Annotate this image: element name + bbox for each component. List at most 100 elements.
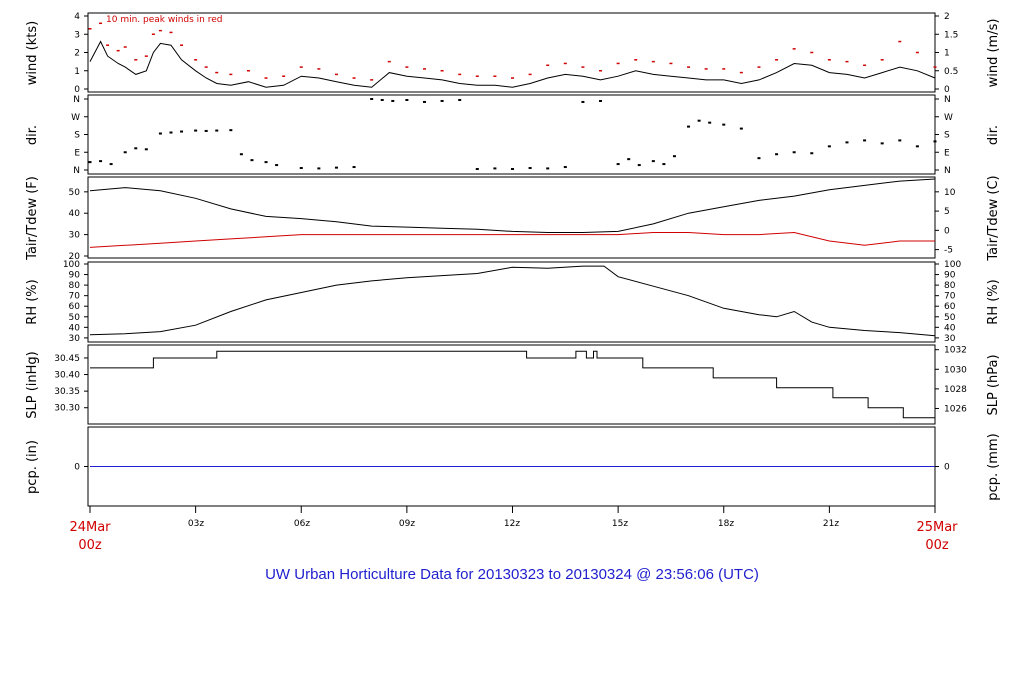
wind-y-tick-label: 4 (74, 12, 80, 22)
wind-y2-tick-label: 0.5 (944, 67, 958, 77)
dir-point (697, 119, 701, 122)
dir-point (475, 168, 479, 171)
dir-y-tick-label: W (71, 113, 80, 123)
rh-y-tick-label: 50 (69, 313, 81, 323)
dir-point (134, 147, 138, 150)
x-end-time: 00z (925, 538, 949, 553)
dir-point (458, 98, 462, 101)
wind-y2-tick-label: 1 (944, 49, 950, 59)
temp-series-tdew (89, 231, 935, 248)
dir-y2-tick-label: N (944, 95, 951, 105)
rh-y2-tick-label: 100 (944, 260, 961, 270)
dir-point (511, 168, 514, 171)
dir-point (380, 98, 384, 101)
x-tick-06z: 06z (294, 519, 310, 529)
x-start-time: 00z (78, 538, 102, 553)
dir-point (275, 164, 279, 167)
wind-y2-tick-label: 0 (944, 85, 950, 95)
dir-point (264, 161, 268, 164)
rh-y-tick-label: 90 (69, 271, 81, 281)
dir-point (109, 163, 113, 166)
dir-point (528, 167, 532, 170)
x-tick-09z: 09z (399, 519, 415, 529)
wind-series-line (89, 40, 936, 88)
x-end-date: 25Mar (916, 520, 958, 535)
dir-point (637, 164, 641, 167)
pcp-y2-tick-label: 0 (944, 463, 950, 473)
temp-y-tick-label: 30 (69, 231, 81, 241)
dir-point (845, 141, 849, 144)
dir-point (334, 166, 338, 169)
x-tick-18z: 18z (718, 519, 734, 529)
dir-point (229, 129, 233, 132)
temp-y2-tick-label: 0 (944, 226, 950, 236)
dir-y-tick-label: N (73, 166, 80, 176)
dir-point (144, 148, 148, 151)
dir-point (204, 129, 208, 132)
slp-ylabel: SLP (inHg) (25, 351, 40, 419)
dir-point (440, 99, 444, 102)
dir-point (370, 98, 374, 100)
dir-point (239, 153, 243, 156)
dir-point (672, 155, 676, 158)
dir-point (493, 167, 497, 170)
dir-y2-tick-label: E (944, 148, 950, 158)
rh-y2-tick-label: 50 (944, 313, 956, 323)
slp-y2-tick-label: 1030 (944, 365, 967, 375)
slp-y2-tick-label: 1032 (944, 346, 967, 356)
slp-panel-frame (87, 344, 936, 425)
meteogram-svg: wind (kts) dir. Tair/Tdew (F) RH (%) SLP… (25, 12, 1001, 553)
rh-ylabel-right: RH (%) (986, 279, 1001, 324)
dir-panel-frame (87, 94, 936, 175)
dir-point (563, 166, 567, 169)
dir-point (123, 151, 127, 154)
x-tick-15z: 15z (612, 519, 628, 529)
wind-y2-tick-label: 1.5 (944, 30, 958, 40)
dir-y-tick-label: N (73, 95, 80, 105)
dir-point (880, 142, 884, 145)
dir-point (722, 123, 726, 126)
slp-y2-tick-label: 1028 (944, 385, 967, 395)
rh-y-tick-label: 100 (63, 260, 80, 270)
dir-point (250, 159, 254, 162)
temp-series-tair (89, 178, 936, 233)
slp-ylabel-right: SLP (hPa) (986, 354, 1001, 415)
rh-y2-tick-label: 30 (944, 334, 956, 344)
slp-y-tick-label: 30.35 (54, 387, 80, 397)
x-tick-21z: 21z (823, 519, 839, 529)
dir-point (194, 129, 198, 132)
dir-point (581, 100, 585, 103)
temp-y-tick-label: 20 (69, 252, 81, 262)
rh-y-tick-label: 40 (69, 323, 81, 333)
dir-point (88, 161, 92, 164)
dir-point (169, 131, 173, 134)
wind-y2-tick-label: 2 (944, 12, 950, 22)
dir-point (757, 157, 761, 160)
rh-panel-frame (87, 261, 936, 343)
pcp-y-tick-label: 0 (74, 463, 80, 473)
rh-series-line (89, 265, 936, 337)
dir-point (616, 163, 620, 166)
dir-point (810, 152, 814, 155)
dir-point (933, 140, 937, 143)
dir-point (863, 139, 867, 142)
x-tick-12z: 12z (504, 519, 520, 529)
rh-y2-tick-label: 40 (944, 323, 956, 333)
dir-point (215, 129, 219, 132)
dir-ylabel-right: dir. (986, 125, 1001, 145)
rh-y-tick-label: 70 (69, 292, 81, 302)
slp-y-tick-label: 30.45 (54, 354, 80, 364)
dir-point (391, 99, 395, 102)
dir-y-tick-label: E (74, 148, 80, 158)
dir-point (352, 166, 356, 169)
temp-y2-tick-label: 10 (944, 188, 956, 198)
dir-point (651, 160, 655, 163)
pcp-ylabel: pcp. (in) (25, 440, 40, 494)
dir-y2-tick-label: W (944, 113, 953, 123)
dir-point (627, 158, 631, 161)
pcp-ylabel-right: pcp. (mm) (986, 433, 1001, 500)
dir-point (792, 151, 796, 154)
slp-y-tick-label: 30.30 (54, 404, 80, 414)
slp-series-line (90, 350, 935, 419)
